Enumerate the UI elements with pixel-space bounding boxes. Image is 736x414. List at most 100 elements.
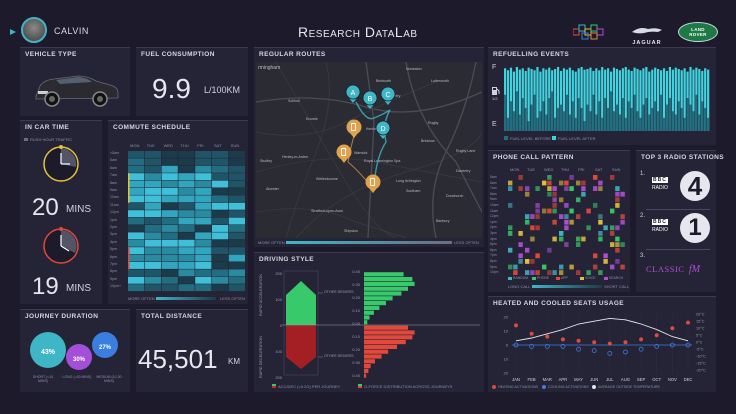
phone-call-cell[interactable] — [615, 225, 620, 231]
commute-cell[interactable] — [128, 247, 145, 255]
phone-call-cell[interactable] — [525, 214, 530, 219]
heating-point[interactable] — [654, 333, 659, 338]
commute-cell[interactable] — [195, 173, 212, 181]
heating-point[interactable] — [529, 331, 534, 336]
commute-cell[interactable] — [128, 202, 145, 210]
phone-call-cell[interactable] — [586, 225, 591, 231]
fuel-before-bar[interactable] — [651, 107, 654, 131]
fuel-before-bar[interactable] — [639, 117, 642, 131]
commute-cell[interactable] — [228, 269, 245, 277]
fuel-before-bar[interactable] — [642, 104, 645, 131]
fuel-after-bar[interactable] — [542, 68, 545, 131]
commute-cell[interactable] — [161, 165, 178, 173]
fuel-after-bar[interactable] — [589, 67, 592, 131]
fuel-after-bar[interactable] — [562, 68, 566, 131]
phone-call-cell[interactable] — [552, 197, 557, 203]
commute-cell[interactable] — [195, 239, 212, 247]
phone-call-cell[interactable] — [598, 270, 603, 275]
fuel-before-bar[interactable] — [515, 91, 518, 131]
commute-cell[interactable] — [195, 158, 212, 166]
phone-call-cell[interactable] — [508, 231, 513, 236]
fuel-after-bar[interactable] — [583, 69, 586, 131]
commute-cell[interactable] — [228, 254, 245, 262]
phone-call-cell[interactable] — [564, 242, 569, 247]
commute-cell[interactable] — [161, 247, 178, 255]
commute-cell[interactable] — [161, 232, 178, 240]
fuel-before-bar[interactable] — [601, 117, 604, 131]
fuel-after-bar[interactable] — [586, 68, 589, 131]
commute-cell[interactable] — [144, 151, 161, 158]
commute-cell[interactable] — [195, 151, 212, 158]
fuel-after-bar[interactable] — [680, 70, 683, 131]
fuel-before-bar[interactable] — [621, 98, 624, 131]
fuel-after-bar[interactable] — [612, 67, 616, 131]
station-radio4[interactable]: BBC RADIO 4 — [650, 169, 712, 205]
commute-cell[interactable] — [144, 262, 161, 269]
phone-call-cell[interactable] — [530, 270, 535, 275]
phone-call-cell[interactable] — [615, 236, 620, 242]
commute-cell[interactable] — [178, 269, 195, 277]
commute-cell[interactable] — [212, 180, 229, 188]
decel-hist-bar[interactable] — [364, 364, 371, 369]
commute-cell[interactable] — [228, 217, 245, 225]
phone-call-cell[interactable] — [552, 219, 557, 225]
fuel-after-bar[interactable] — [657, 68, 660, 131]
phone-call-cell[interactable] — [610, 242, 615, 247]
duration-bubble-medium[interactable]: 27% — [92, 332, 118, 358]
commute-cell[interactable] — [212, 269, 229, 277]
phone-call-cell[interactable] — [576, 214, 581, 219]
decel-hist-bar[interactable] — [364, 368, 369, 373]
fuel-after-bar[interactable] — [662, 68, 666, 131]
fuel-before-bar[interactable] — [595, 114, 598, 132]
fuel-before-bar[interactable] — [695, 94, 698, 131]
fuel-before-bar[interactable] — [692, 111, 695, 131]
fuel-after-bar[interactable] — [559, 70, 563, 131]
commute-cell[interactable] — [178, 276, 195, 284]
fuel-before-bar[interactable] — [574, 117, 577, 131]
fuel-before-bar[interactable] — [604, 98, 607, 131]
decel-hist-bar[interactable] — [364, 340, 406, 345]
fuel-after-bar[interactable] — [524, 70, 527, 131]
cooling-point[interactable] — [513, 342, 519, 348]
phone-call-cell[interactable] — [542, 208, 547, 214]
decel-hist-bar[interactable] — [364, 349, 389, 354]
fuel-after-bar[interactable] — [518, 69, 521, 131]
phone-call-cell[interactable] — [518, 259, 523, 264]
commute-cell[interactable] — [178, 165, 195, 173]
commute-cell[interactable] — [212, 247, 229, 255]
phone-call-cell[interactable] — [615, 259, 620, 264]
phone-call-cell[interactable] — [525, 259, 530, 264]
commute-cell[interactable] — [161, 202, 178, 210]
commute-cell[interactable] — [128, 239, 145, 247]
commute-cell[interactable] — [212, 188, 229, 195]
phone-call-cell[interactable] — [508, 186, 513, 191]
commute-cell[interactable] — [161, 188, 178, 195]
fuel-after-bar[interactable] — [545, 69, 548, 131]
phone-call-cell[interactable] — [598, 231, 603, 236]
phone-call-cell[interactable] — [569, 208, 574, 214]
play-arrow-icon[interactable] — [9, 28, 17, 36]
commute-cell[interactable] — [128, 151, 145, 158]
phone-call-cell[interactable] — [518, 231, 523, 236]
phone-call-cell[interactable] — [620, 264, 625, 270]
phone-call-cell[interactable] — [552, 208, 557, 214]
commute-cell[interactable] — [212, 239, 229, 247]
fuel-before-bar[interactable] — [665, 104, 669, 131]
acceleration-shape[interactable] — [286, 281, 316, 325]
fuel-after-bar[interactable] — [698, 68, 701, 131]
commute-cell[interactable] — [161, 276, 178, 284]
phone-call-cell[interactable] — [569, 175, 574, 180]
commute-cell[interactable] — [144, 165, 161, 173]
accel-hist-bar[interactable] — [364, 315, 370, 320]
fuel-before-bar[interactable] — [554, 117, 557, 131]
commute-cell[interactable] — [195, 217, 212, 225]
fuel-after-bar[interactable] — [595, 68, 598, 131]
accel-hist-bar[interactable] — [364, 277, 413, 282]
commute-cell[interactable] — [195, 276, 212, 284]
commute-cell[interactable] — [128, 276, 145, 284]
fuel-before-bar[interactable] — [657, 111, 660, 131]
phone-call-cell[interactable] — [559, 231, 564, 236]
commute-cell[interactable] — [195, 262, 212, 269]
fuel-after-bar[interactable] — [624, 66, 627, 131]
commute-cell[interactable] — [161, 195, 178, 203]
